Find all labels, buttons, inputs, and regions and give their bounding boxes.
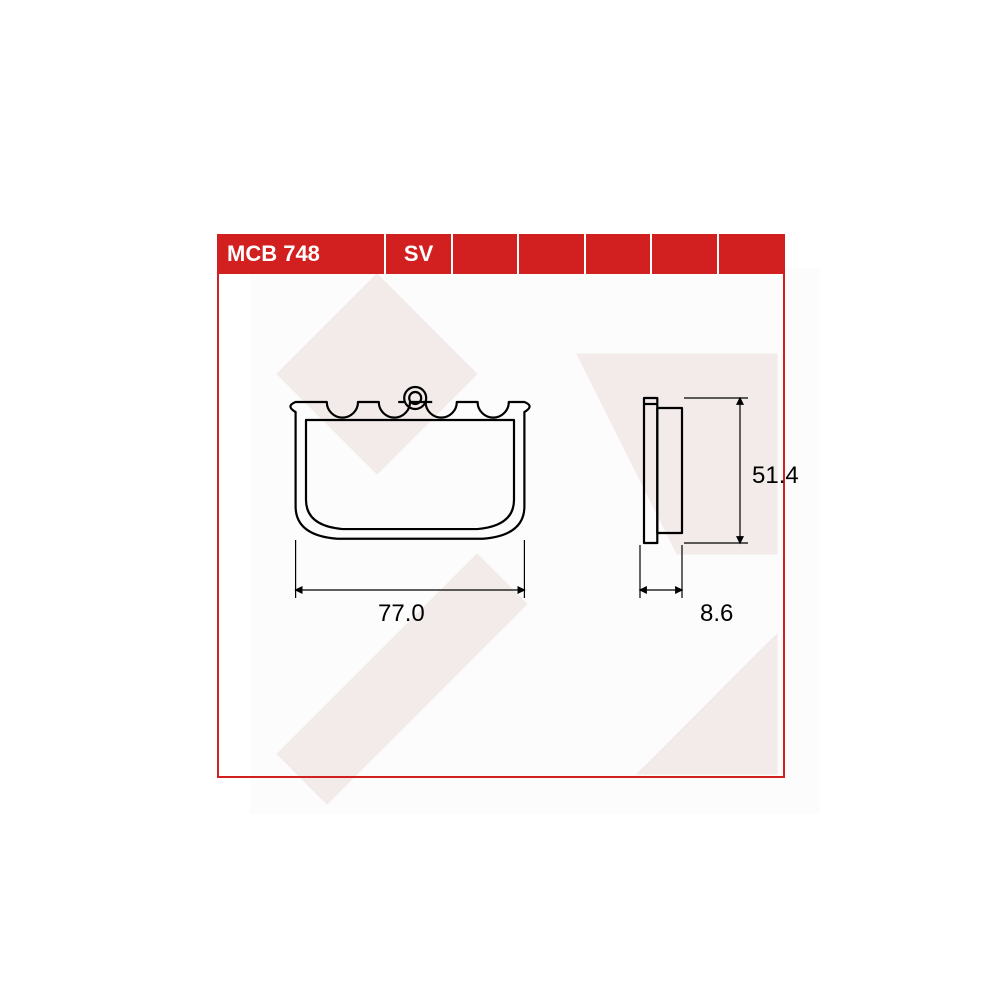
dim-height-label: 51.4 [752,462,799,490]
dimension-lines [0,0,1000,1000]
dim-thickness-label: 8.6 [700,600,733,628]
dim-width-label: 77.0 [378,600,425,628]
